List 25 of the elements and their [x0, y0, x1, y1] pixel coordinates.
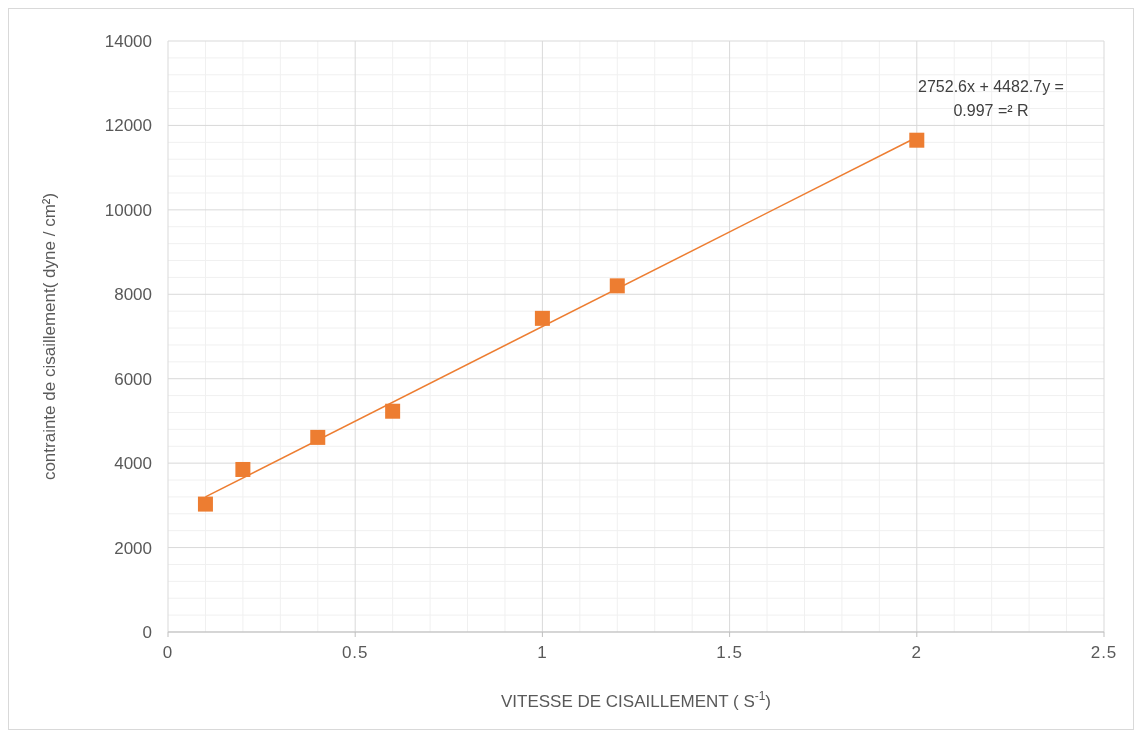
y-tick-label: 2000: [114, 538, 152, 558]
x-tick-label: 2.5: [1090, 643, 1118, 662]
x-tick-label: 0: [162, 643, 174, 662]
y-tick-label: 6000: [114, 369, 152, 389]
annotation: 2752.6x + 4482.7y =: [918, 78, 1064, 95]
point: [385, 403, 401, 419]
point: [534, 310, 550, 326]
y-axis-title: contrainte de cisaillement( dyne / cm²): [40, 192, 59, 481]
x-tick-label: 0.5: [341, 643, 369, 662]
x-axis-title: VITESSE DE CISAILLEMENT ( S$^{-1}$): [500, 689, 772, 711]
point: [609, 278, 625, 294]
y-tick-label: 4000: [114, 454, 152, 474]
point: [197, 496, 213, 512]
x-tick-label: 1: [537, 643, 548, 662]
y-tick-label: 0: [142, 622, 152, 642]
y-tick-label: 8000: [114, 285, 152, 305]
point: [310, 429, 326, 445]
y-tick-label: 14000: [104, 31, 152, 51]
point: [909, 132, 925, 148]
annotation: 0.997 =² R: [953, 102, 1029, 119]
y-tick-label: 12000: [104, 116, 152, 136]
x-tick-label: 1.5: [716, 643, 743, 662]
x-tick-label: 2: [911, 643, 923, 662]
y-tick-label: 10000: [104, 200, 152, 220]
point: [235, 461, 251, 477]
